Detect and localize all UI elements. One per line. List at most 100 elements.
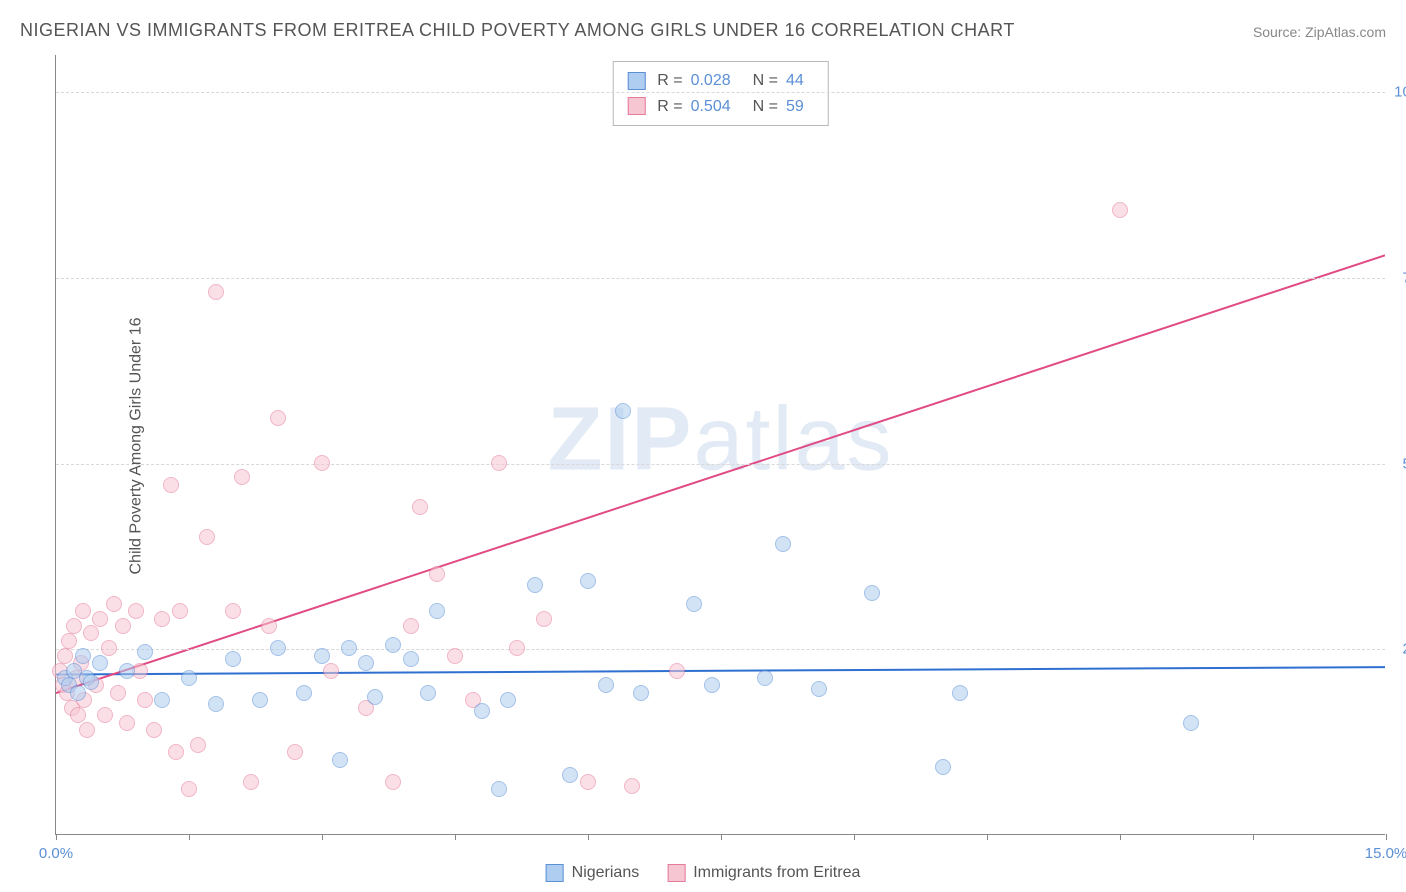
scatter-point xyxy=(110,685,126,701)
scatter-point xyxy=(314,455,330,471)
scatter-point xyxy=(429,603,445,619)
scatter-point xyxy=(704,677,720,693)
scatter-point xyxy=(341,640,357,656)
scatter-point xyxy=(252,692,268,708)
x-tick xyxy=(588,834,589,840)
gridline-horizontal xyxy=(56,92,1385,93)
x-tick xyxy=(854,834,855,840)
r-value-series1: 0.028 xyxy=(691,68,731,94)
scatter-point xyxy=(83,625,99,641)
scatter-point xyxy=(137,644,153,660)
y-tick-label: 50.0% xyxy=(1402,455,1406,472)
scatter-point xyxy=(367,689,383,705)
x-tick xyxy=(1253,834,1254,840)
legend-label-series2: Immigrants from Eritrea xyxy=(693,864,860,882)
scatter-point xyxy=(323,663,339,679)
scatter-point xyxy=(429,566,445,582)
x-tick xyxy=(56,834,57,840)
scatter-point xyxy=(101,640,117,656)
scatter-point xyxy=(66,618,82,634)
scatter-point xyxy=(686,596,702,612)
scatter-point xyxy=(633,685,649,701)
scatter-point xyxy=(615,403,631,419)
scatter-point xyxy=(358,655,374,671)
x-tick xyxy=(987,834,988,840)
scatter-point xyxy=(61,633,77,649)
x-tick xyxy=(455,834,456,840)
scatter-point xyxy=(57,648,73,664)
legend-item-series2: Immigrants from Eritrea xyxy=(667,864,860,882)
scatter-point xyxy=(757,670,773,686)
scatter-point xyxy=(669,663,685,679)
scatter-point xyxy=(261,618,277,634)
r-label: R = xyxy=(657,94,682,120)
scatter-point xyxy=(92,655,108,671)
scatter-point xyxy=(385,774,401,790)
scatter-point xyxy=(106,596,122,612)
r-value-series2: 0.504 xyxy=(691,94,731,120)
scatter-point xyxy=(234,469,250,485)
scatter-point xyxy=(70,685,86,701)
scatter-point xyxy=(137,692,153,708)
trend-line xyxy=(56,667,1385,674)
scatter-point xyxy=(385,637,401,653)
scatter-point xyxy=(580,573,596,589)
scatter-point xyxy=(75,648,91,664)
scatter-point xyxy=(154,692,170,708)
n-value-series2: 59 xyxy=(786,94,804,120)
scatter-point xyxy=(243,774,259,790)
scatter-point xyxy=(119,663,135,679)
n-label: N = xyxy=(753,68,778,94)
scatter-point xyxy=(146,722,162,738)
chart-container: NIGERIAN VS IMMIGRANTS FROM ERITREA CHIL… xyxy=(0,0,1406,892)
chart-title: NIGERIAN VS IMMIGRANTS FROM ERITREA CHIL… xyxy=(20,20,1015,41)
scatter-point xyxy=(500,692,516,708)
y-tick-label: 25.0% xyxy=(1402,641,1406,658)
watermark-light: atlas xyxy=(693,389,893,489)
scatter-point xyxy=(225,651,241,667)
x-tick xyxy=(1120,834,1121,840)
legend-swatch-series1 xyxy=(546,864,564,882)
scatter-point xyxy=(181,781,197,797)
scatter-point xyxy=(864,585,880,601)
scatter-point xyxy=(270,410,286,426)
gridline-horizontal xyxy=(56,464,1385,465)
scatter-point xyxy=(199,529,215,545)
scatter-point xyxy=(172,603,188,619)
scatter-point xyxy=(128,603,144,619)
scatter-point xyxy=(562,767,578,783)
scatter-point xyxy=(491,455,507,471)
scatter-point xyxy=(935,759,951,775)
scatter-point xyxy=(83,674,99,690)
scatter-point xyxy=(190,737,206,753)
legend-item-series1: Nigerians xyxy=(546,864,640,882)
scatter-point xyxy=(70,707,86,723)
scatter-point xyxy=(296,685,312,701)
y-tick-label: 75.0% xyxy=(1402,269,1406,286)
x-tick xyxy=(322,834,323,840)
gridline-horizontal xyxy=(56,649,1385,650)
scatter-point xyxy=(1183,715,1199,731)
scatter-point xyxy=(412,499,428,515)
scatter-point xyxy=(181,670,197,686)
scatter-point xyxy=(536,611,552,627)
scatter-point xyxy=(208,696,224,712)
scatter-point xyxy=(775,536,791,552)
scatter-point xyxy=(79,722,95,738)
scatter-point xyxy=(474,703,490,719)
scatter-point xyxy=(952,685,968,701)
scatter-point xyxy=(92,611,108,627)
legend-label-series1: Nigerians xyxy=(572,864,640,882)
plot-area: ZIPatlas R = 0.028 N = 44 R = 0.504 N = … xyxy=(55,55,1385,835)
scatter-point xyxy=(208,284,224,300)
legend-swatch-series2 xyxy=(667,864,685,882)
y-tick-label: 100.0% xyxy=(1394,84,1406,101)
x-tick xyxy=(721,834,722,840)
scatter-point xyxy=(287,744,303,760)
scatter-point xyxy=(403,618,419,634)
scatter-point xyxy=(168,744,184,760)
scatter-point xyxy=(225,603,241,619)
scatter-point xyxy=(580,774,596,790)
swatch-series1 xyxy=(627,72,645,90)
stats-row-series2: R = 0.504 N = 59 xyxy=(627,94,814,120)
